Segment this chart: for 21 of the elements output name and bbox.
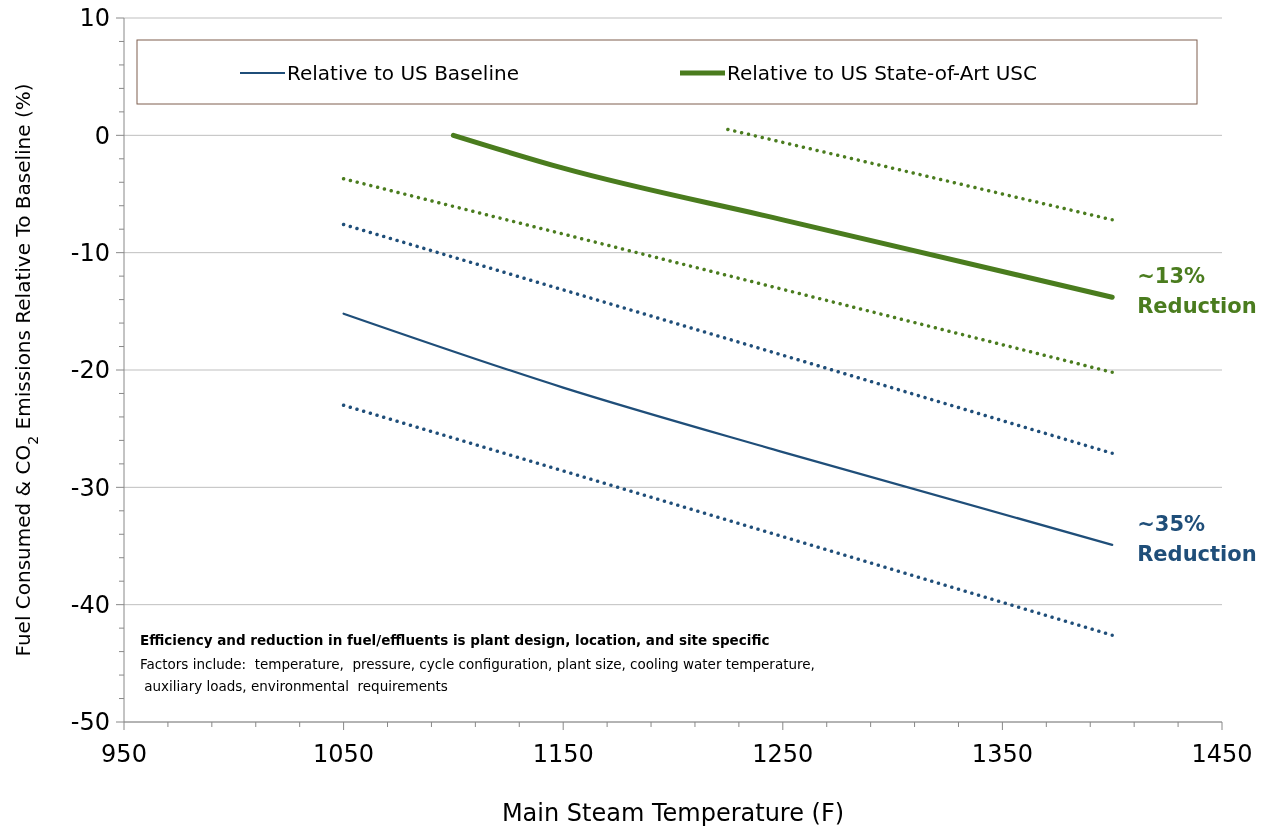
annotation: Efficiency and reduction in fuel/effluents is plant design, location, and site specific	[140, 632, 770, 648]
y-tick-label: -40	[70, 591, 110, 620]
y-tick-label: 0	[94, 121, 110, 150]
line-series	[342, 312, 1114, 546]
x-axis-title: Main Steam Temperature (F)	[501, 799, 845, 827]
y-tick-label: -50	[70, 708, 110, 737]
x-tick-label: 1250	[752, 740, 814, 768]
x-tick-label: 1350	[971, 740, 1033, 768]
y-tick-label: -20	[70, 356, 110, 385]
x-tick-label: 950	[101, 740, 147, 768]
x-tick-label: 1050	[313, 740, 375, 768]
y-tick-label: -10	[70, 239, 110, 268]
annotation: ~35% Reduction	[1137, 511, 1257, 566]
y-tick-label: -30	[70, 473, 110, 502]
legend-label: Relative to US State-of-Art USC	[727, 61, 1038, 85]
legend-label: Relative to US Baseline	[287, 61, 519, 85]
y-tick-label: 10	[79, 4, 110, 33]
x-tick-label: 1450	[1191, 740, 1253, 768]
x-tick-label: 1150	[532, 740, 594, 768]
annotation: ~13% Reduction	[1137, 264, 1257, 319]
annotation: Factors include: temperature, pressure, cycle configuration, plant size, cooling water temperature, auxiliary loads, environmental requirements	[140, 656, 815, 694]
